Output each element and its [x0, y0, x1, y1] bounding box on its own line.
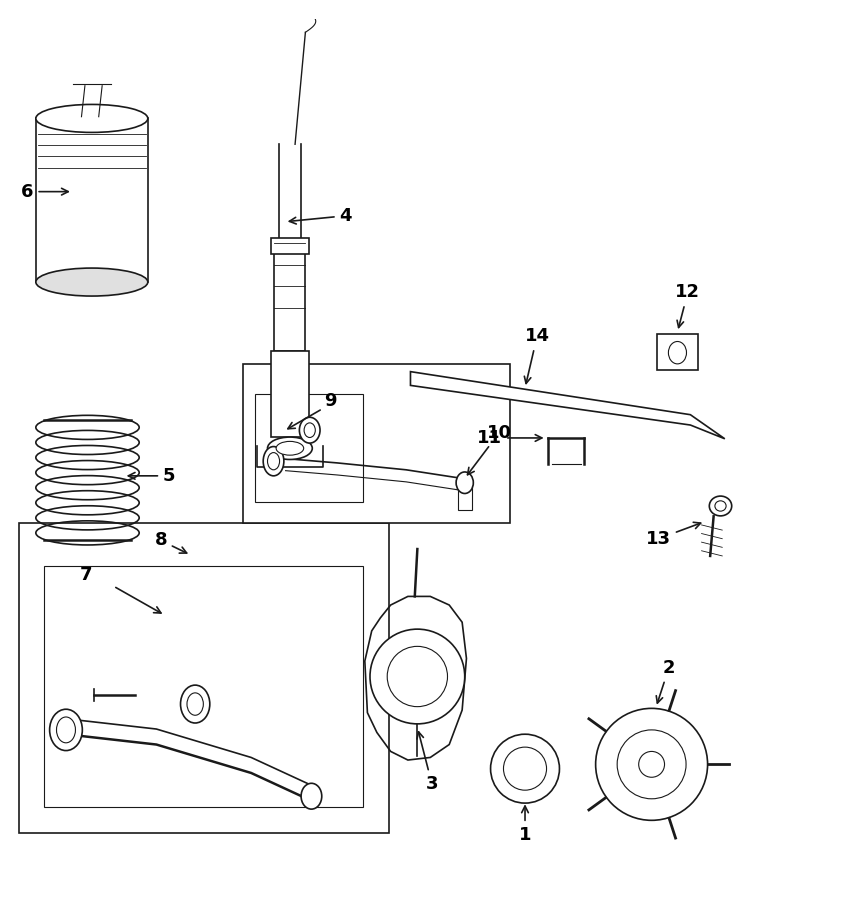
- Ellipse shape: [181, 685, 210, 723]
- Text: 10: 10: [467, 424, 511, 474]
- Circle shape: [504, 747, 547, 790]
- Bar: [275, 252, 305, 351]
- Text: 1: 1: [518, 806, 531, 844]
- Bar: [271, 238, 308, 254]
- Ellipse shape: [264, 446, 284, 476]
- Ellipse shape: [709, 496, 732, 516]
- Text: 11: 11: [477, 429, 542, 447]
- Text: 6: 6: [21, 183, 68, 201]
- Bar: [271, 351, 308, 437]
- Ellipse shape: [304, 423, 315, 437]
- Text: 7: 7: [79, 566, 92, 584]
- Bar: [657, 334, 698, 370]
- Circle shape: [638, 752, 664, 778]
- Text: 4: 4: [289, 207, 353, 225]
- Ellipse shape: [35, 104, 148, 132]
- Ellipse shape: [49, 709, 82, 751]
- Ellipse shape: [299, 418, 320, 443]
- Circle shape: [595, 708, 708, 820]
- Bar: [44, 566, 363, 807]
- Text: 9: 9: [324, 392, 337, 410]
- Bar: [243, 364, 510, 523]
- Circle shape: [387, 646, 448, 706]
- Text: 3: 3: [417, 732, 438, 793]
- Bar: [35, 119, 148, 282]
- Ellipse shape: [56, 717, 75, 742]
- Text: 5: 5: [129, 467, 175, 485]
- Ellipse shape: [268, 437, 312, 460]
- Ellipse shape: [456, 472, 473, 493]
- Ellipse shape: [669, 341, 687, 364]
- Text: 8: 8: [155, 531, 187, 554]
- Ellipse shape: [35, 268, 148, 296]
- Ellipse shape: [715, 500, 726, 511]
- Text: 2: 2: [657, 659, 675, 703]
- Polygon shape: [410, 372, 725, 439]
- Text: 14: 14: [524, 328, 550, 383]
- Circle shape: [617, 730, 686, 799]
- Ellipse shape: [301, 783, 321, 809]
- Bar: [19, 523, 389, 833]
- Bar: [458, 482, 472, 510]
- Circle shape: [370, 629, 465, 724]
- Ellipse shape: [268, 453, 280, 470]
- Circle shape: [491, 734, 560, 803]
- Ellipse shape: [187, 693, 203, 716]
- Ellipse shape: [276, 441, 303, 455]
- Text: 13: 13: [646, 522, 701, 548]
- Bar: [256, 394, 363, 501]
- Text: 12: 12: [676, 284, 701, 328]
